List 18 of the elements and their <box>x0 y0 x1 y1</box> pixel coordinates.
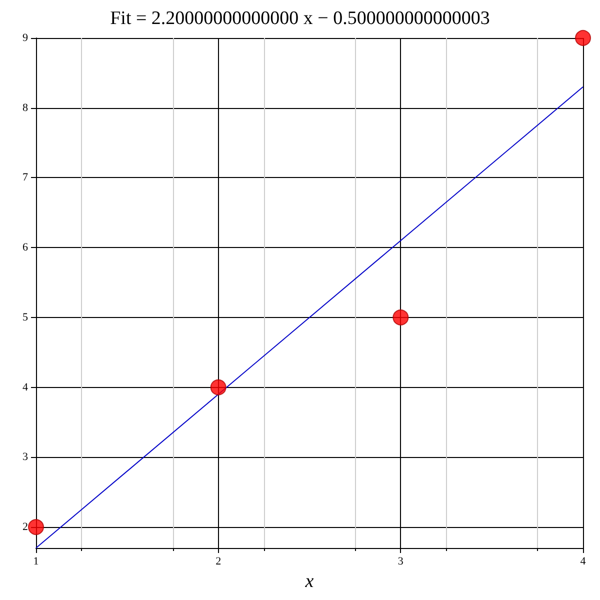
y-tick-label: 6 <box>22 242 28 254</box>
point <box>210 379 226 396</box>
x-axis-title: x <box>304 570 314 592</box>
chart-title: Fit = 2.20000000000000 x − 0.500000000000003 <box>110 8 490 29</box>
x-tick-label: 1 <box>33 556 39 568</box>
y-tick-label: 4 <box>22 381 28 394</box>
y-tick-label: 7 <box>22 172 28 184</box>
point <box>392 309 409 326</box>
y-tick-label: 2 <box>22 521 28 534</box>
y-tick-label: 3 <box>22 451 28 464</box>
point <box>28 519 44 536</box>
y-tick-label: 5 <box>22 311 28 324</box>
y-tick-label: 8 <box>22 102 28 114</box>
x-tick-label: 4 <box>580 556 586 568</box>
x-tick-label: 2 <box>216 556 222 568</box>
x-tick-label: 3 <box>398 556 404 568</box>
y-tick-label: 9 <box>22 32 28 44</box>
point <box>575 30 591 46</box>
